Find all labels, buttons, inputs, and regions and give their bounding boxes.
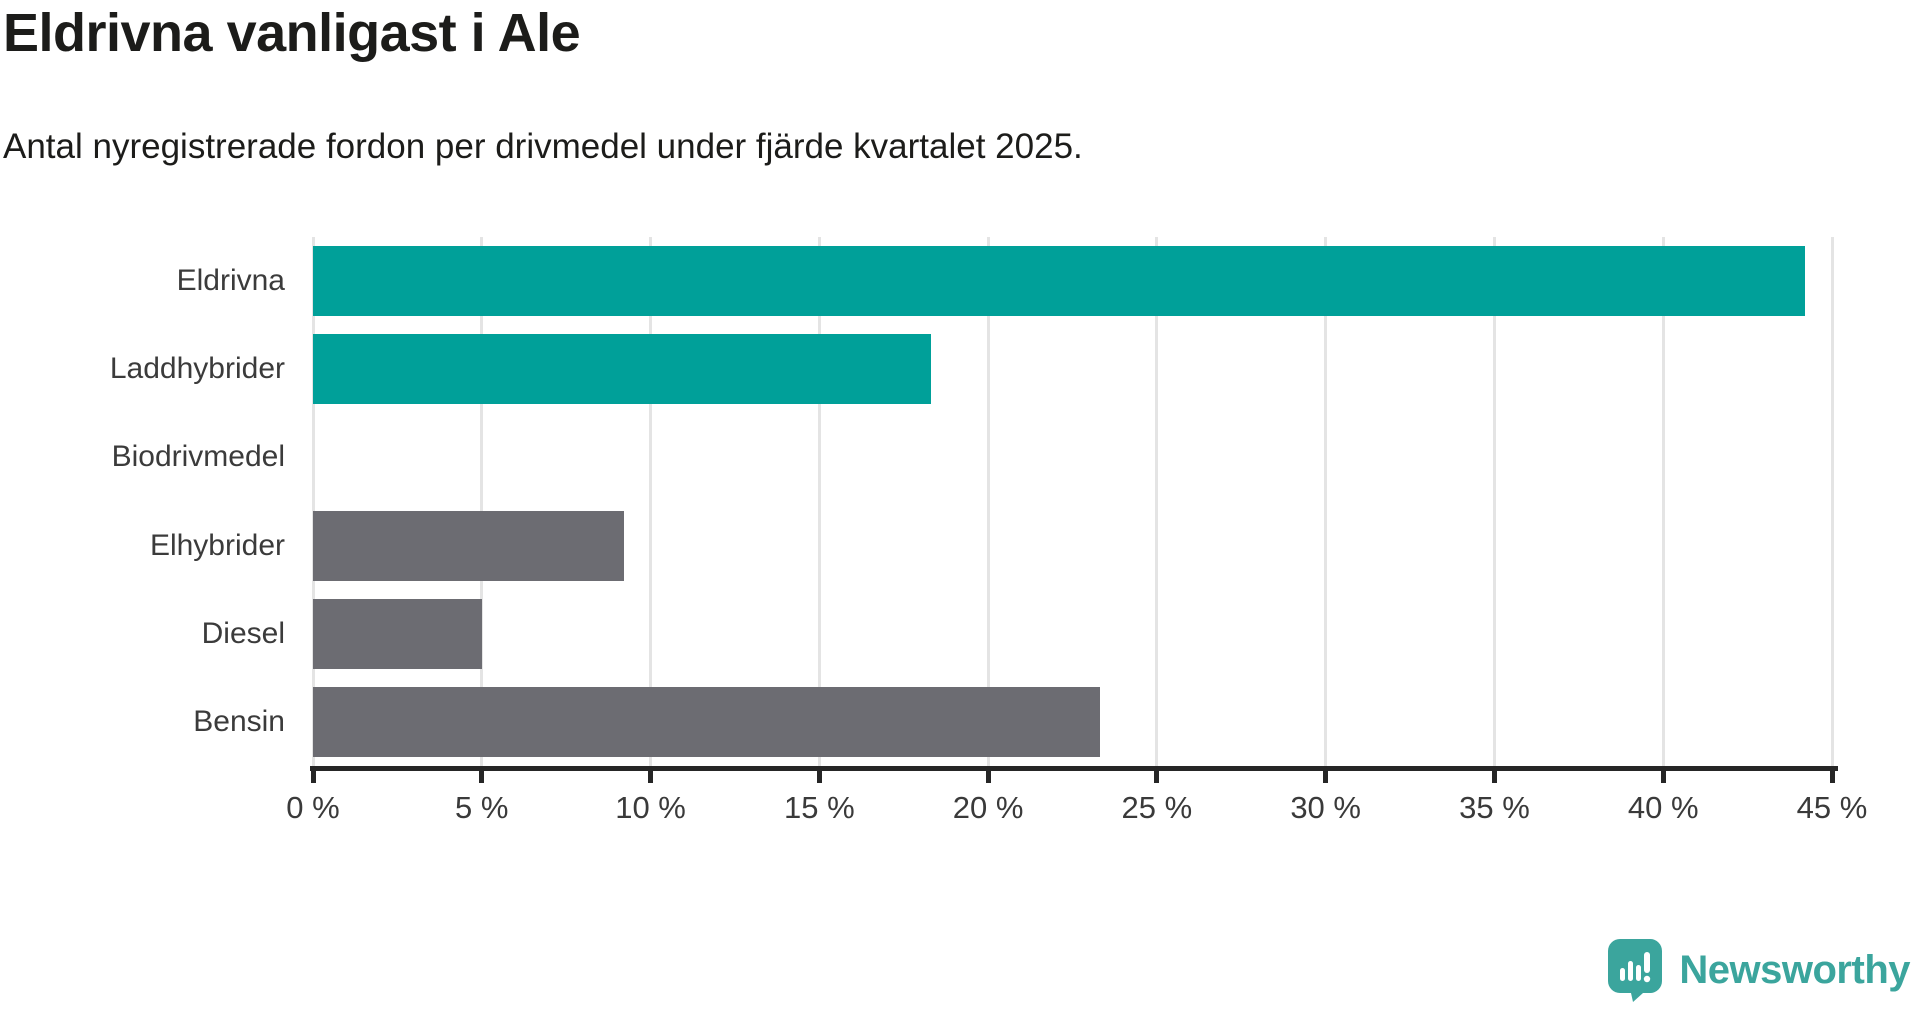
bar-bensin <box>313 686 1100 757</box>
x-tick-25 <box>1154 771 1160 783</box>
chart-row-elhybrider: Elhybrider <box>0 502 1832 590</box>
x-tick-45 <box>1829 771 1835 783</box>
gridline-15 <box>817 237 821 766</box>
x-tick-10 <box>648 771 654 783</box>
chart-gridlines <box>311 237 1834 766</box>
gridline-25 <box>1155 237 1159 766</box>
bar-elhybrider <box>313 510 624 581</box>
x-tick-0 <box>310 771 316 783</box>
gridline-30 <box>1324 237 1328 766</box>
page-subtitle: Antal nyregistrerade fordon per drivmede… <box>3 127 1083 166</box>
bar-eldrivna <box>313 246 1805 317</box>
newsworthy-logo: Newsworthy <box>1607 938 1910 1002</box>
page-title: Eldrivna vanligast i Ale <box>3 3 581 63</box>
x-tick-label-45: 45 % <box>1796 790 1868 825</box>
gridline-35 <box>1492 237 1496 766</box>
chart-row-eldrivna: Eldrivna <box>0 237 1832 325</box>
category-label: Diesel <box>201 616 285 650</box>
x-axis-line <box>310 766 1838 771</box>
gridline-10 <box>649 237 653 766</box>
x-tick-label-0: 0 % <box>286 790 340 825</box>
x-tick-15 <box>816 771 822 783</box>
bar-laddhybrider <box>313 334 931 405</box>
x-tick-40 <box>1660 771 1666 783</box>
bar-diesel <box>313 598 482 669</box>
chart-row-biodrivmedel: Biodrivmedel <box>0 413 1832 501</box>
x-tick-20 <box>985 771 991 783</box>
x-tick-30 <box>1323 771 1329 783</box>
category-label: Laddhybrider <box>109 352 285 386</box>
chart-row-laddhybrider: Laddhybrider <box>0 325 1832 413</box>
x-tick-label-5: 5 % <box>455 790 509 825</box>
chart-row-bensin: Bensin <box>0 678 1832 766</box>
x-tick-label-30: 30 % <box>1290 790 1361 825</box>
category-label: Biodrivmedel <box>111 440 285 474</box>
x-tick-label-15: 15 % <box>783 790 855 825</box>
x-tick-label-35: 35 % <box>1459 790 1530 825</box>
gridline-45 <box>1830 237 1834 766</box>
x-tick-label-25: 25 % <box>1121 790 1193 825</box>
chart-row-diesel: Diesel <box>0 590 1832 678</box>
x-tick-label-10: 10 % <box>615 790 686 825</box>
category-label: Eldrivna <box>176 264 285 298</box>
x-tick-35 <box>1491 771 1497 783</box>
category-label: Elhybrider <box>149 528 285 562</box>
gridline-40 <box>1661 237 1665 766</box>
gridline-0 <box>311 237 315 766</box>
x-tick-5 <box>479 771 485 783</box>
category-label: Bensin <box>193 704 285 738</box>
x-tick-label-40: 40 % <box>1627 790 1699 825</box>
x-tick-label-20: 20 % <box>952 790 1024 825</box>
gridline-5 <box>480 237 484 766</box>
speech-bubble-bar-chart-icon <box>1608 939 1663 1002</box>
newsworthy-logo-text: Newsworthy <box>1679 947 1910 992</box>
gridline-20 <box>986 237 990 766</box>
